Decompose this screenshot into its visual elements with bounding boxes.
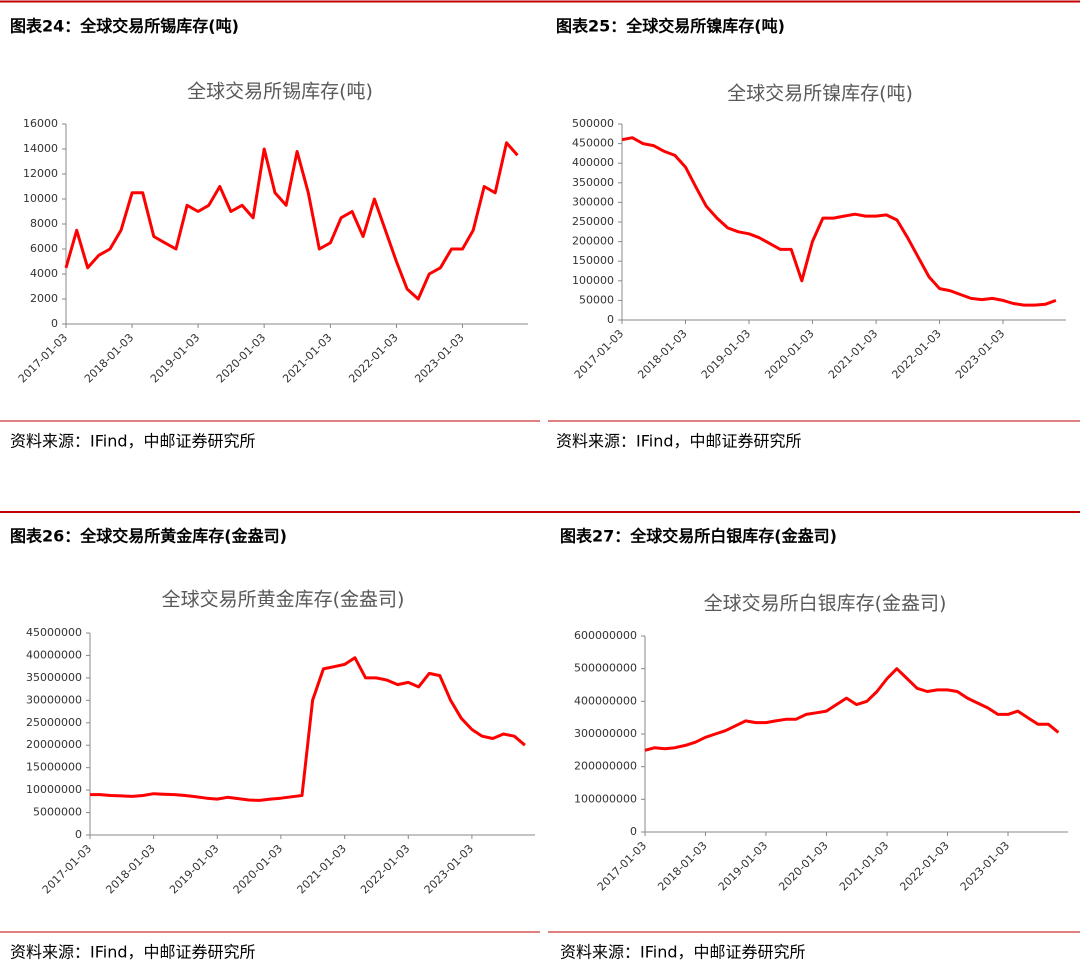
figure-heading: 图表26：全球交易所黄金库存(金盎司) — [10, 527, 287, 546]
x-tick-label: 2020-01-03 — [776, 839, 830, 893]
x-tick-label: 2017-01-03 — [595, 839, 649, 893]
chart-title: 全球交易所黄金库存(金盎司) — [162, 589, 405, 611]
y-tick-label: 25000000 — [26, 716, 82, 729]
y-tick-label: 50000 — [579, 293, 614, 306]
y-tick-label: 150000 — [572, 254, 614, 267]
y-tick-label: 0 — [630, 825, 637, 838]
y-tick-label: 15000000 — [26, 761, 82, 774]
y-tick-label: 45000000 — [26, 626, 82, 639]
y-tick-label: 450000 — [572, 137, 614, 150]
data-line — [90, 656, 526, 802]
x-tick-label: 2020-01-03 — [214, 331, 268, 385]
x-tick-label: 2021-01-03 — [280, 331, 334, 385]
y-tick-label: 100000 — [572, 274, 614, 287]
x-tick-label: 2023-01-03 — [953, 327, 1007, 381]
figure-heading: 图表27：全球交易所白银库存(金盎司) — [560, 527, 837, 546]
y-tick-label: 2000 — [30, 292, 58, 305]
source-note: 资料来源：IFind，中邮证券研究所 — [556, 432, 802, 451]
chart-title: 全球交易所镍库存(吨) — [727, 83, 913, 105]
y-tick-label: 5000000 — [33, 806, 82, 819]
y-tick-label: 600000000 — [574, 629, 637, 642]
x-tick-label: 2019-01-03 — [167, 842, 221, 896]
x-tick-label: 2018-01-03 — [635, 327, 689, 381]
x-tick-label: 2020-01-03 — [231, 842, 285, 896]
y-tick-label: 30000000 — [26, 693, 82, 706]
y-tick-label: 10000000 — [26, 783, 82, 796]
x-tick-label: 2022-01-03 — [346, 331, 400, 385]
y-tick-label: 250000 — [572, 215, 614, 228]
y-tick-label: 4000 — [30, 267, 58, 280]
x-tick-label: 2019-01-03 — [716, 839, 770, 893]
y-tick-label: 0 — [607, 313, 614, 326]
chart-title: 全球交易所锡库存(吨) — [187, 81, 373, 103]
x-tick-label: 2021-01-03 — [826, 327, 880, 381]
y-tick-label: 300000000 — [574, 727, 637, 740]
y-tick-label: 35000000 — [26, 671, 82, 684]
x-tick-label: 2019-01-03 — [699, 327, 753, 381]
data-line — [644, 667, 1060, 752]
source-note: 资料来源：IFind，中邮证券研究所 — [560, 943, 806, 962]
figure-heading: 图表25：全球交易所镍库存(吨) — [556, 17, 785, 36]
y-tick-label: 500000000 — [574, 662, 637, 675]
y-tick-label: 400000 — [572, 156, 614, 169]
x-tick-label: 2021-01-03 — [837, 839, 891, 893]
y-tick-label: 400000000 — [574, 694, 637, 707]
y-tick-label: 8000 — [30, 217, 58, 230]
x-tick-label: 2023-01-03 — [958, 839, 1012, 893]
y-tick-label: 0 — [51, 317, 58, 330]
y-tick-label: 14000 — [23, 142, 58, 155]
x-tick-label: 2022-01-03 — [897, 839, 951, 893]
figure-heading: 图表24：全球交易所锡库存(吨) — [10, 17, 239, 36]
x-tick-label: 2023-01-03 — [412, 331, 466, 385]
x-tick-label: 2023-01-03 — [422, 842, 476, 896]
data-line — [64, 141, 519, 301]
x-tick-label: 2017-01-03 — [40, 842, 94, 896]
y-tick-label: 20000000 — [26, 738, 82, 751]
x-tick-label: 2018-01-03 — [82, 331, 136, 385]
y-tick-label: 350000 — [572, 176, 614, 189]
y-tick-label: 10000 — [23, 192, 58, 205]
x-tick-label: 2020-01-03 — [762, 327, 816, 381]
chart-title: 全球交易所白银库存(金盎司) — [704, 593, 947, 615]
x-tick-label: 2018-01-03 — [655, 839, 709, 893]
y-tick-label: 12000 — [23, 167, 58, 180]
source-note: 资料来源：IFind，中邮证券研究所 — [10, 432, 256, 451]
y-tick-label: 0 — [75, 828, 82, 841]
y-tick-label: 100000000 — [574, 792, 637, 805]
x-tick-label: 2022-01-03 — [889, 327, 943, 381]
y-tick-label: 300000 — [572, 195, 614, 208]
x-tick-label: 2022-01-03 — [358, 842, 412, 896]
y-tick-label: 16000 — [23, 117, 58, 130]
x-tick-label: 2021-01-03 — [294, 842, 348, 896]
x-tick-label: 2019-01-03 — [148, 331, 202, 385]
x-tick-label: 2018-01-03 — [103, 842, 157, 896]
x-tick-label: 2017-01-03 — [16, 331, 70, 385]
y-tick-label: 200000000 — [574, 760, 637, 773]
y-tick-label: 40000000 — [26, 648, 82, 661]
source-note: 资料来源：IFind，中邮证券研究所 — [10, 943, 256, 962]
y-tick-label: 500000 — [572, 117, 614, 130]
y-tick-label: 6000 — [30, 242, 58, 255]
x-tick-label: 2017-01-03 — [572, 327, 626, 381]
data-line — [621, 136, 1057, 307]
y-tick-label: 200000 — [572, 235, 614, 248]
